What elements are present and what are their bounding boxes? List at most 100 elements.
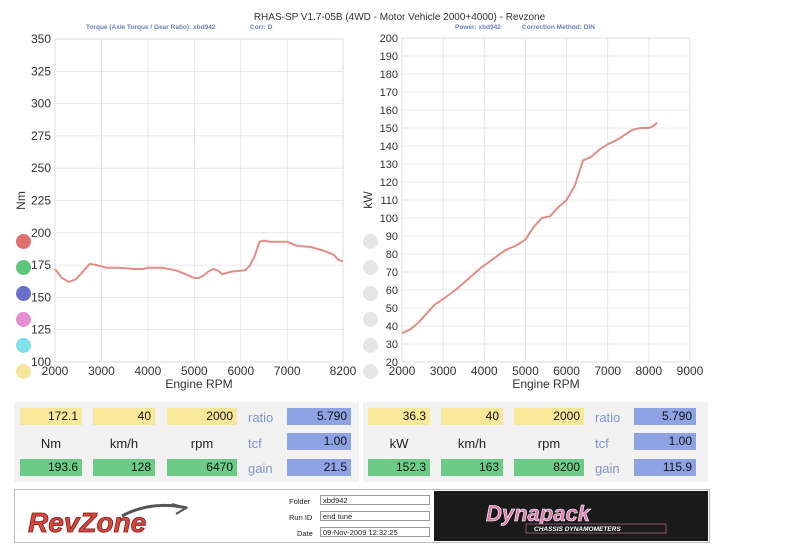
unit-kmh-left: km/h (109, 436, 139, 451)
tcf-value-left: 1.00 (287, 433, 351, 450)
series-color-dot[interactable] (363, 364, 378, 379)
rpm-current-left: 2000 (167, 408, 237, 425)
power-chart-ytick-label: 60 (386, 285, 398, 297)
gain-value-right: 115.9 (634, 459, 696, 476)
rpm-peak-right: 8200 (514, 459, 584, 476)
power-chart-ytick-label: 30 (386, 339, 398, 351)
ratio-value-left: 5.790 (287, 408, 351, 425)
power-chart-xtick-label: 6000 (553, 364, 580, 378)
series-color-dot[interactable] (363, 338, 378, 353)
rpm-peak-left: 6470 (167, 459, 237, 476)
torque-chart-xtick-label: 7000 (274, 364, 301, 378)
series-color-dot[interactable] (363, 260, 378, 275)
power-chart-ytick-label: 200 (380, 33, 398, 45)
tcf-value-right: 1.00 (634, 433, 696, 450)
folder-value: xbd942 (320, 495, 430, 505)
power-chart-series-line (401, 121, 658, 335)
torque-peak: 193.6 (20, 459, 82, 476)
power-chart-ytick-label: 130 (380, 159, 398, 171)
torque-current: 172.1 (20, 408, 82, 425)
power-chart-x-axis-label: Engine RPM (512, 377, 579, 391)
series-color-dot[interactable] (363, 234, 378, 249)
dynapack-logo: Dynapack CHASSIS DYNAMOMETERS (434, 491, 708, 541)
power-chart-ytick-label: 180 (380, 69, 398, 81)
torque-chart-y-axis-label: Nm (14, 191, 28, 210)
torque-chart-xtick-label: 3000 (88, 364, 115, 378)
runid-label: Run ID (289, 513, 313, 522)
power-chart-ytick-label: 110 (380, 195, 398, 207)
left-chart-subtitle-corr: Corr: D (250, 24, 273, 31)
power-chart-ytick-label: 140 (380, 141, 398, 153)
series-color-dot[interactable] (363, 286, 378, 301)
date-value: 09-Nov-2009 12:32:25 (320, 527, 430, 537)
gain-label-left: gain (248, 461, 273, 476)
dynapack-logo-text: Dynapack (486, 501, 592, 526)
series-color-dot[interactable] (16, 286, 31, 301)
torque-chart-x-axis-label: Engine RPM (165, 377, 232, 391)
power-peak: 152.3 (368, 459, 430, 476)
power-chart-y-axis-label: kW (361, 191, 375, 209)
rpm-current-right: 2000 (514, 408, 584, 425)
unit-rpm-right: rpm (537, 436, 561, 451)
power-current: 36.3 (368, 408, 430, 425)
revzone-logo-text: RevZone (28, 507, 146, 538)
power-chart-ytick-label: 160 (380, 105, 398, 117)
right-chart-subtitle-corr: Correction Method: DIN (522, 24, 595, 31)
torque-chart-xtick-label: 6000 (227, 364, 254, 378)
torque-chart-xtick-label: 4000 (135, 364, 162, 378)
torque-chart-ytick-label: 325 (31, 64, 51, 78)
power-chart: 20 30 40 50 60 70 80 90 100 110 120 130 140 150 160 170… (361, 33, 704, 391)
power-chart-xtick-label: 2000 (389, 364, 416, 378)
speed-current-left: 40 (93, 408, 155, 425)
revzone-logo: RevZone (22, 494, 272, 538)
series-color-dot[interactable] (363, 312, 378, 327)
runid-value: end tune (320, 511, 430, 521)
left-chart-subtitle: Torque (Axle Torque / Gear Ratio): xbd94… (86, 24, 216, 31)
series-color-dot[interactable] (16, 338, 31, 353)
speed-current-right: 40 (441, 408, 503, 425)
power-chart-xtick-label: 3000 (430, 364, 457, 378)
unit-kw: kW (389, 436, 409, 451)
gain-value-left: 21.5 (287, 459, 351, 476)
torque-chart-ytick-label: 250 (31, 161, 51, 175)
power-chart-ytick-label: 120 (380, 177, 398, 189)
power-chart-ytick-label: 80 (386, 249, 398, 261)
torque-chart-ytick-label: 100 (31, 355, 51, 369)
power-chart-ytick-label: 40 (386, 321, 398, 333)
power-chart-ytick-label: 170 (380, 87, 398, 99)
power-chart-ytick-label: 100 (380, 213, 398, 225)
power-chart-ytick-label: 50 (386, 303, 398, 315)
gain-label-right: gain (595, 461, 620, 476)
series-color-dot[interactable] (16, 234, 31, 249)
torque-chart-ytick-label: 150 (31, 290, 51, 304)
speed-peak-right: 163 (441, 459, 503, 476)
power-chart-ytick-label: 20 (386, 357, 398, 369)
power-chart-xtick-label: 7000 (594, 364, 621, 378)
ratio-label-right: ratio (595, 410, 621, 425)
torque-chart-series-line (54, 239, 344, 283)
report-title: RHAS-SP V1.7-05B (4WD - Motor Vehicle 20… (253, 12, 546, 23)
dynapack-logo-sub: CHASSIS DYNAMOMETERS (534, 526, 621, 533)
torque-chart-ytick-label: 300 (31, 97, 51, 111)
power-chart-ytick-label: 190 (380, 51, 398, 63)
power-chart-ytick-label: 90 (386, 231, 398, 243)
torque-chart-ytick-label: 200 (31, 226, 51, 240)
ratio-label-left: ratio (248, 410, 274, 425)
torque-chart-ytick-label: 175 (31, 258, 51, 272)
torque-chart-ytick-label: 225 (31, 194, 51, 208)
torque-chart-ytick-label: 350 (31, 32, 51, 46)
power-chart-xtick-label: 5000 (512, 364, 539, 378)
unit-nm: Nm (40, 436, 62, 451)
footer-panel (14, 489, 710, 543)
power-chart-xtick-label: 4000 (471, 364, 498, 378)
torque-chart-xtick-label: 5000 (181, 364, 208, 378)
series-color-dot[interactable] (16, 312, 31, 327)
tcf-label-right: tcf (595, 436, 609, 451)
date-label: Date (297, 529, 313, 538)
unit-rpm-left: rpm (190, 436, 214, 451)
power-chart-ytick-label: 70 (386, 267, 398, 279)
series-color-dot[interactable] (16, 364, 31, 379)
series-color-dot[interactable] (16, 260, 31, 275)
torque-chart-xtick-label: 2000 (42, 364, 69, 378)
power-chart-xtick-label: 8000 (636, 364, 663, 378)
